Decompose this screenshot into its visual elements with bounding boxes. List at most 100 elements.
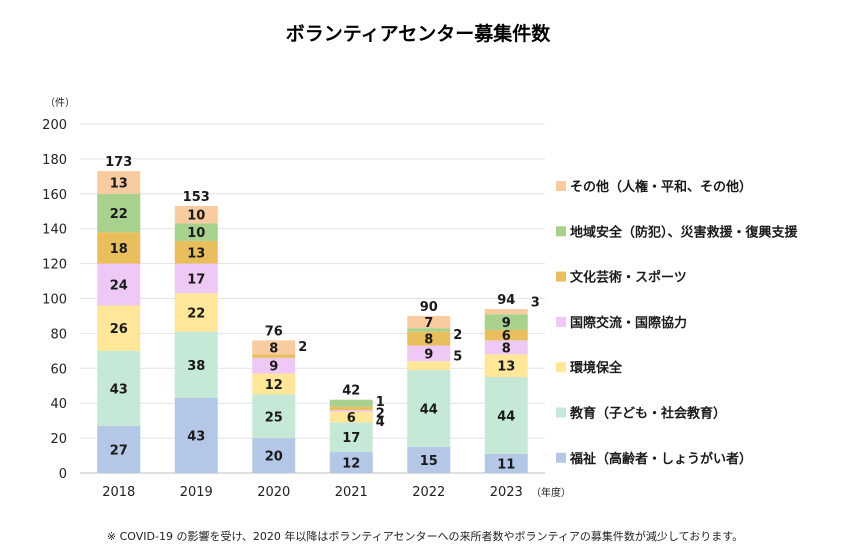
bar-value-label: 17 — [187, 272, 205, 287]
bar-value-label: 2 — [453, 328, 462, 343]
bar-value-label: 10 — [187, 226, 205, 241]
bar-value-label: 44 — [497, 409, 515, 424]
legend: その他（人権・平和、その他） 地域安全（防犯）、災害救援・復興支援文化芸術・スポー… — [556, 179, 799, 467]
bar-total-label: 90 — [420, 300, 438, 315]
y-tick-label: 140 — [42, 223, 67, 238]
bar-segment — [174, 397, 218, 473]
bar-segment — [329, 452, 373, 473]
y-tick-label: 120 — [42, 258, 67, 273]
y-axis-unit-label: （件） — [45, 97, 75, 109]
bar-value-label: 12 — [342, 457, 360, 472]
bar-value-label: 9 — [269, 360, 278, 375]
legend-swatch — [556, 271, 566, 282]
bar-total-label: 42 — [342, 384, 360, 399]
legend-label: その他（人権・平和、その他） — [570, 179, 752, 195]
bar-value-label: 44 — [420, 402, 438, 417]
bar-value-label: 18 — [110, 242, 128, 257]
bar-value-label: 9 — [502, 316, 511, 331]
bar-value-label: 43 — [110, 382, 128, 397]
x-tick-label: 2021 — [335, 485, 368, 500]
bar-value-label: 11 — [497, 457, 515, 472]
x-tick-label: 2022 — [412, 485, 445, 500]
chart-title: ボランティアセンター募集件数 — [286, 22, 551, 45]
bar-value-label: 26 — [110, 322, 128, 337]
bar-segment — [174, 223, 218, 241]
y-tick-label: 60 — [50, 362, 67, 377]
bar-value-label: 12 — [265, 378, 283, 393]
bar-segment — [97, 232, 141, 264]
bar-segment — [484, 314, 528, 330]
footnote: ※ COVID-19 の影響を受け、2020 年以降はボランティアセンターへの来… — [107, 529, 743, 543]
legend-swatch — [556, 181, 566, 191]
bar-segment — [252, 438, 296, 473]
bar-value-label: 15 — [420, 454, 438, 469]
bar-segment — [329, 399, 373, 407]
bar-segment — [484, 453, 528, 473]
bar-value-label: 13 — [497, 360, 515, 375]
bar-segment — [252, 373, 296, 395]
bar-value-label: 22 — [110, 207, 128, 222]
bar-value-label: 25 — [265, 410, 283, 425]
bar-value-label: 17 — [342, 431, 360, 446]
legend-label: 地域安全（防犯）、災害救援・復興支援 — [570, 224, 799, 240]
bar-segment — [252, 354, 296, 358]
bar-value-label: 27 — [110, 443, 128, 458]
bar-value-label: 38 — [187, 359, 205, 374]
bar-total-label: 153 — [183, 190, 210, 205]
x-tick-label: 2023 — [490, 485, 523, 500]
bar-value-label: 6 — [502, 329, 511, 344]
y-tick-label: 40 — [50, 397, 67, 412]
bar-value-label: 4 — [376, 415, 385, 430]
bar-segment — [407, 361, 451, 371]
y-tick-label: 80 — [50, 327, 67, 342]
bar-segment — [407, 446, 451, 473]
legend-label: 環境保全 — [570, 360, 623, 376]
bar-segment — [252, 394, 296, 439]
bar-value-label: 2 — [298, 340, 307, 355]
x-tick-label: 2019 — [180, 485, 213, 500]
y-tick-label: 0 — [59, 467, 67, 482]
bar-segment — [329, 422, 373, 453]
legend-swatch — [556, 407, 566, 418]
y-tick-label: 200 — [42, 118, 67, 133]
bar-segment — [97, 263, 141, 306]
bars-group: 2743262418221317343382217131010153202512… — [97, 155, 540, 473]
bar-total-label: 94 — [497, 293, 515, 308]
bar-segment — [174, 240, 218, 264]
bar-segment — [97, 350, 141, 426]
bar-segment — [97, 425, 141, 473]
bar-value-label: 8 — [502, 341, 511, 356]
legend-swatch — [556, 362, 566, 373]
bar-segment — [329, 406, 373, 411]
y-tick-label: 20 — [50, 432, 67, 447]
x-tick-label: 2020 — [257, 485, 290, 500]
bar-segment — [484, 329, 528, 341]
x-axis-unit-label: （年度） — [531, 486, 571, 499]
bar-segment — [484, 377, 528, 454]
bar-segment — [252, 357, 296, 374]
bar-segment — [97, 171, 141, 194]
bar-segment — [174, 293, 218, 332]
bar-segment — [97, 193, 141, 233]
y-tick-label: 160 — [42, 188, 67, 203]
bar-value-label: 24 — [110, 279, 128, 294]
bar-segment — [174, 331, 218, 398]
bar-value-label: 13 — [187, 246, 205, 261]
bar-segment — [407, 370, 451, 447]
bar-segment — [174, 263, 218, 294]
bar-total-label: 76 — [265, 324, 283, 339]
x-axis-ticks: 2018 2019 2020 2021 2022 2023 — [102, 485, 523, 500]
y-axis-ticks: 0 20 40 60 80 100 120 140 160 180 200 — [42, 118, 67, 482]
bar-segment — [407, 331, 451, 346]
bar-segment — [252, 340, 296, 355]
y-tick-label: 100 — [42, 293, 67, 308]
bar-segment — [97, 305, 141, 351]
bar-value-label: 7 — [424, 316, 433, 331]
bar-value-label: 1 — [376, 395, 385, 410]
y-tick-label: 180 — [42, 153, 67, 168]
bar-value-label: 5 — [453, 350, 462, 365]
bar-value-label: 20 — [265, 450, 283, 465]
legend-label: 教育（子ども・社会教育） — [569, 406, 726, 422]
